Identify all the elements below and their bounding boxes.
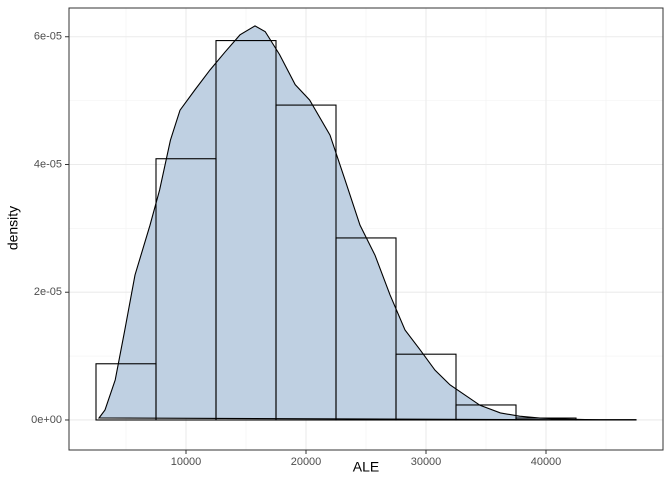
y-tick-label: 4e-05 bbox=[34, 158, 62, 170]
density-area bbox=[99, 25, 636, 420]
density-line bbox=[97, 25, 637, 421]
x-tick-label: 10000 bbox=[171, 456, 202, 468]
x-tick-label: 40000 bbox=[531, 456, 562, 468]
x-tick-label: 30000 bbox=[411, 456, 442, 468]
y-tick-label: 6e-05 bbox=[34, 31, 62, 43]
y-axis-title: density bbox=[5, 206, 21, 250]
histogram-bar bbox=[395, 353, 457, 421]
x-axis-title: ALE bbox=[353, 459, 379, 475]
y-tick-label: 0e+00 bbox=[31, 414, 62, 426]
y-tick-label: 2e-05 bbox=[34, 286, 62, 298]
x-tick-label: 20000 bbox=[291, 456, 322, 468]
histogram-bar bbox=[455, 404, 517, 421]
panel-border bbox=[68, 7, 664, 451]
